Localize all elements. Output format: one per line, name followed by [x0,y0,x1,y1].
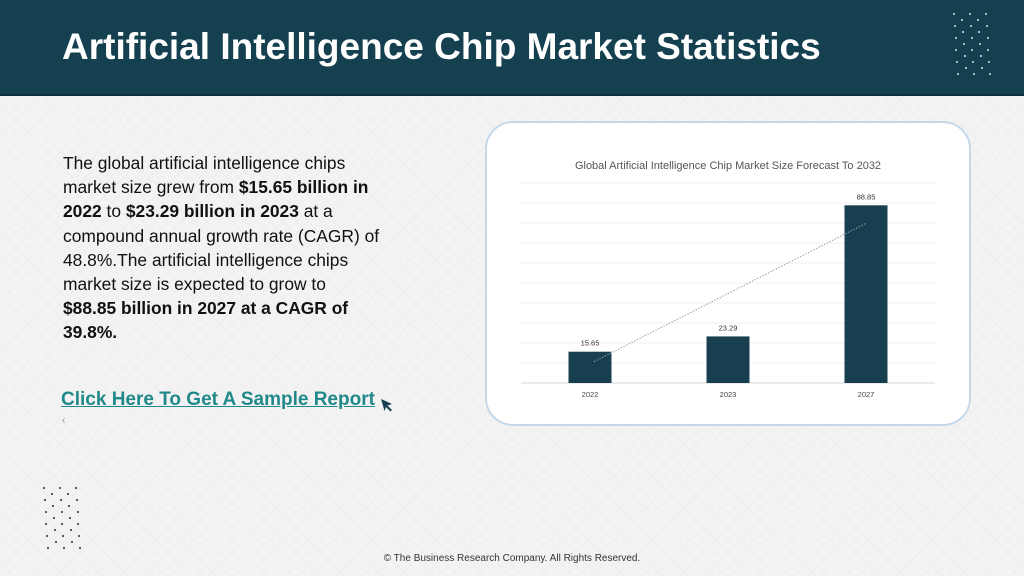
paragraph-text: The global artificial intelligence chips… [63,153,346,198]
chart-x-tick-label: 2022 [582,390,599,399]
chart-title: Global Artificial Intelligence Chip Mark… [575,160,881,172]
page-title: Artificial Intelligence Chip Market Stat… [62,26,821,67]
cursor-arrow-icon [381,399,392,412]
decorative-caret-icon: ‹ [62,415,66,426]
summary-paragraph: The global artificial intelligence chips… [63,151,383,345]
chart-data-label: 15.65 [581,339,600,348]
chart-bars [568,205,888,383]
paragraph-text: at a compound annual growth rate (CAGR) … [63,201,380,295]
chart-bar [706,336,750,383]
chart-x-tick-label: 2023 [720,390,737,399]
paragraph-text: to [101,201,126,222]
header-divider [0,94,1024,96]
chart-x-tick-label: 2027 [858,390,875,399]
paragraph-highlight: $15.65 billion in 2022 [63,177,369,222]
copyright-footer: © The Business Research Company. All Rig… [383,553,641,564]
header-bar: Artificial Intelligence Chip Market Stat… [0,0,1024,94]
sample-report-link[interactable]: Click Here To Get A Sample Report [61,389,375,410]
paragraph-highlight: $23.29 billion in 2023 [125,201,299,222]
bar-chart: Global Artificial Intelligence Chip Mark… [521,160,935,399]
chart-card: Global Artificial Intelligence Chip Mark… [485,121,971,426]
chart-data-label: 23.29 [719,323,738,332]
paragraph-highlight: $88.85 billion in 2027 at a CAGR of 39.8… [63,298,349,343]
chart-bar [568,351,612,383]
chart-bar [844,205,888,383]
chart-labels: 15.65 2022 23.29 2023 88.85 2027 [581,192,876,399]
chart-data-label: 88.85 [857,192,876,201]
